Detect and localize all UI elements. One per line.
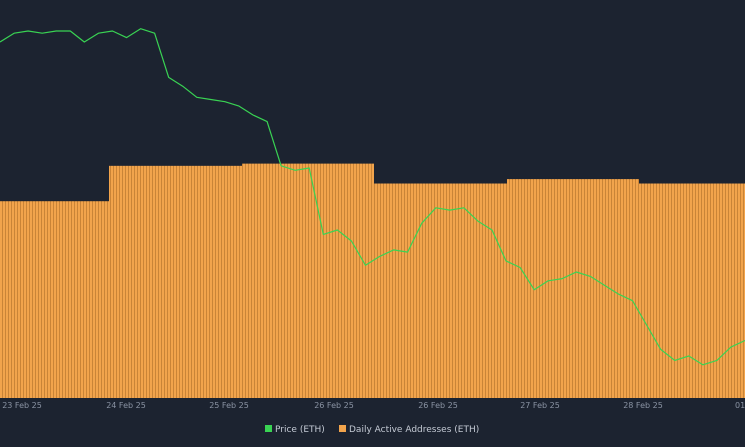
bars-layer bbox=[0, 163, 745, 398]
bar-daily-active-addresses bbox=[109, 165, 242, 398]
bar-daily-active-addresses bbox=[0, 201, 109, 398]
bar-daily-active-addresses bbox=[374, 183, 507, 398]
bar-daily-active-addresses bbox=[242, 163, 374, 398]
x-tick-label: 26 Feb 25 bbox=[314, 401, 354, 410]
legend-item[interactable]: Price (ETH) bbox=[265, 425, 325, 435]
legend[interactable]: Price (ETH) Daily Active Addresses (ETH) bbox=[265, 425, 479, 435]
square-icon bbox=[339, 425, 346, 432]
x-tick-label: 23 Feb 25 bbox=[2, 401, 42, 410]
price-line bbox=[0, 28, 745, 366]
x-tick-label: 01 M bbox=[735, 401, 745, 410]
legend-label: Price (ETH) bbox=[275, 425, 325, 435]
square-icon bbox=[265, 425, 272, 432]
line-layer bbox=[0, 28, 745, 366]
x-axis: 23 Feb 25 24 Feb 25 25 Feb 25 26 Feb 25 26 F… bbox=[2, 401, 745, 410]
x-tick-label: 26 Feb 25 bbox=[418, 401, 458, 410]
legend-label: Daily Active Addresses (ETH) bbox=[349, 425, 479, 435]
bar-daily-active-addresses bbox=[639, 183, 745, 398]
x-tick-label: 28 Feb 25 bbox=[623, 401, 663, 410]
x-tick-label: 27 Feb 25 bbox=[520, 401, 560, 410]
x-tick-label: 25 Feb 25 bbox=[209, 401, 249, 410]
x-tick-label: 24 Feb 25 bbox=[106, 401, 146, 410]
bar-daily-active-addresses bbox=[507, 179, 639, 398]
legend-item[interactable]: Daily Active Addresses (ETH) bbox=[339, 425, 479, 435]
